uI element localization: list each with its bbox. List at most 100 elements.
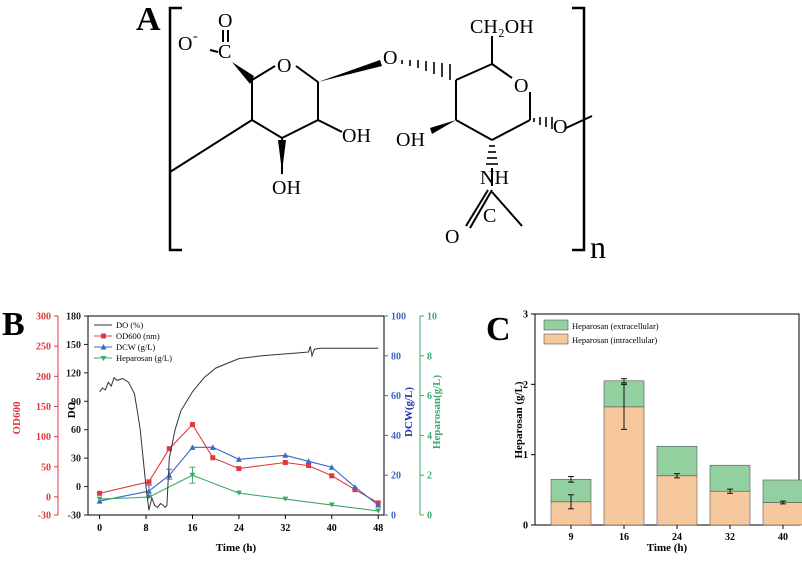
atom-oh-left-right: OH — [342, 125, 371, 147]
x-tick-label-b: 8 — [144, 523, 149, 534]
glcnac-ring — [455, 36, 593, 229]
wedge-oh-bottom — [278, 140, 286, 172]
y-tick-label-od600: 200 — [36, 372, 51, 383]
axis-title-dcw: DCW(g/L) — [403, 387, 415, 437]
axis-title-heparosan-c: Heparosan (g/L) — [513, 381, 525, 458]
atom-ch2oh: CH₂OH — [470, 16, 534, 38]
point-dcw — [305, 458, 312, 464]
point-od600 — [329, 473, 335, 479]
y-tick-label-dcw: 0 — [391, 511, 396, 522]
panel-b-chart: B 0 8 16 24 32 40 48-30050100150200250300-3003… — [2, 306, 443, 554]
y-tick-label-od600: 150 — [36, 402, 51, 413]
atom-bridge-o: O — [383, 47, 397, 69]
y-tick-label-heparosan: 0 — [427, 511, 432, 522]
y-tick-label-do: 90 — [71, 397, 81, 408]
y-tick-label-od600: 250 — [36, 342, 51, 353]
y-tick-label-heparosan: 2 — [427, 471, 432, 482]
point-heparosan — [375, 508, 382, 514]
bar-extracellular — [762, 479, 802, 503]
panel-b-letter: B — [2, 306, 25, 343]
panel-c-letter: C — [486, 311, 511, 348]
point-heparosan — [235, 490, 242, 496]
atom-o-minus: O — [178, 33, 192, 55]
y-tick-label-dcw: 20 — [391, 471, 401, 482]
panel-c-chart: C 012391624324048 Heparosan (g/L) Time (… — [486, 310, 802, 554]
legend-label-od600: OD600 (nm) — [116, 331, 160, 341]
legend-label-extracellular: Heparosan (extracellular) — [572, 321, 659, 331]
y-tick-label-od600: 100 — [36, 432, 51, 443]
point-od600 — [210, 455, 216, 461]
legend-marker-dcw — [100, 344, 107, 350]
bar-intracellular — [656, 475, 698, 526]
point-heparosan — [328, 502, 335, 508]
y-tick-label-do: 0 — [76, 482, 81, 493]
y-tick-label-od600: -30 — [38, 511, 51, 522]
atom-o-top: O — [218, 10, 232, 32]
axis-title-do: DO — [66, 401, 78, 418]
x-tick-label-c: 40 — [778, 532, 788, 543]
point-od600 — [352, 487, 358, 493]
point-od600 — [97, 490, 103, 496]
series-line-do — [99, 346, 379, 511]
series-line-dcw — [99, 446, 379, 506]
legend-label-do: DO (%) — [116, 320, 143, 330]
legend-label-intracellular: Heparosan (intracellular) — [572, 335, 657, 345]
point-od600 — [166, 446, 172, 452]
panel-a-letter: A — [136, 1, 161, 38]
y-tick-label-c: 2 — [523, 380, 528, 391]
atom-oh-left-bottom: OH — [272, 177, 301, 199]
atom-nh: NH — [480, 167, 509, 189]
point-od600 — [236, 466, 242, 472]
y-tick-label-heparosan: 6 — [427, 391, 432, 402]
panel-a-structure: A O - O C — [136, 1, 606, 265]
legend-swatch-extracellular — [543, 319, 569, 331]
x-tick-label-b: 24 — [234, 523, 244, 534]
atom-oh-right: OH — [396, 129, 425, 151]
right-bracket — [572, 6, 586, 252]
point-od600 — [282, 460, 288, 466]
point-dcw — [351, 484, 358, 490]
bar-intracellular — [762, 502, 802, 526]
y-tick-label-c: 3 — [523, 310, 528, 321]
point-dcw — [328, 464, 335, 470]
point-dcw — [235, 456, 242, 462]
y-tick-label-do: 120 — [66, 368, 81, 379]
y-tick-label-od600: 300 — [36, 312, 51, 323]
point-od600 — [189, 422, 195, 428]
y-tick-label-dcw: 80 — [391, 351, 401, 362]
legend-swatch-intracellular — [543, 333, 569, 345]
y-tick-label-do: 180 — [66, 312, 81, 323]
x-tick-label-c: 24 — [672, 532, 682, 543]
bar-extracellular — [656, 445, 698, 477]
atom-ring-o-left: O — [277, 55, 291, 77]
y-tick-label-heparosan: 10 — [427, 312, 437, 323]
atom-c-amide: C — [483, 205, 496, 227]
x-tick-label-b: 32 — [280, 523, 290, 534]
point-heparosan — [282, 496, 289, 502]
y-tick-label-c: 1 — [523, 450, 528, 461]
hashed-bond-right-o — [533, 117, 553, 129]
point-od600 — [146, 479, 152, 485]
legend-b: DO (%) OD600 (nm) DCW (g/L) Heparosan (g… — [94, 320, 172, 363]
glucuronate-ring — [169, 30, 343, 174]
y-tick-label-heparosan: 8 — [427, 351, 432, 362]
y-tick-label-dcw: 40 — [391, 431, 401, 442]
y-tick-label-do: 30 — [71, 454, 81, 465]
y-tick-label-dcw: 100 — [391, 312, 406, 323]
y-tick-label-do: 150 — [66, 340, 81, 351]
wedge-bridge — [318, 60, 382, 82]
point-dcw — [282, 452, 289, 458]
atom-c-carboxyl: C — [218, 41, 231, 63]
y-tick-label-c: 0 — [523, 521, 528, 532]
wedge-carboxyl — [232, 62, 254, 84]
axis-title-heparosan-b: Heparosan(g/L) — [431, 374, 443, 449]
x-tick-label-c: 9 — [569, 532, 574, 543]
point-dcw — [209, 444, 216, 450]
hashed-bond-nh — [486, 145, 498, 165]
y-tick-label-od600: 0 — [46, 492, 51, 503]
atom-ring-o-right: O — [514, 75, 528, 97]
y-tick-label-od600: 50 — [41, 462, 51, 473]
bar-extracellular — [709, 464, 751, 492]
plot-frame-b — [87, 315, 385, 516]
